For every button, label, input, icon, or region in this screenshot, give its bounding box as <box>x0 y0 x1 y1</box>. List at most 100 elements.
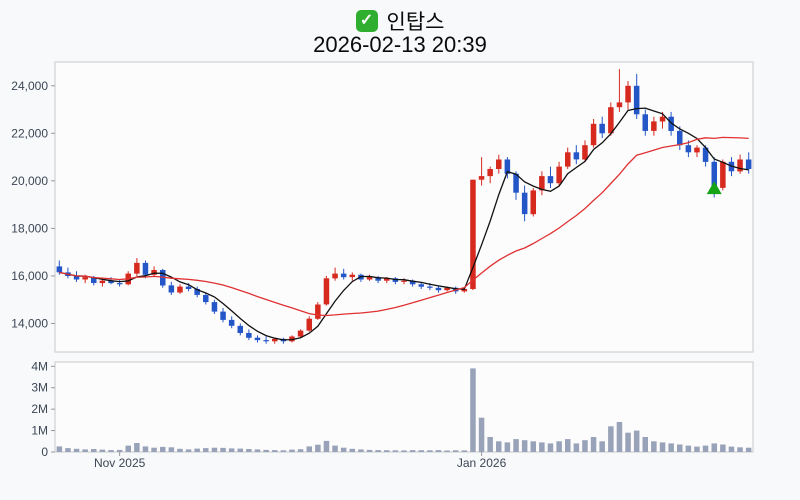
candle <box>565 147 571 169</box>
candle <box>496 154 502 174</box>
volume-bar <box>452 450 459 452</box>
candle <box>332 267 338 281</box>
volume-bar <box>590 437 597 452</box>
candle <box>590 119 597 148</box>
candle <box>668 111 674 136</box>
candle <box>306 316 313 332</box>
candle <box>720 159 726 191</box>
candle <box>177 284 183 294</box>
volume-bar <box>349 448 356 452</box>
candle <box>478 157 485 186</box>
volume-bar <box>272 450 278 452</box>
volume-bar <box>694 446 700 452</box>
volume-bar <box>203 448 209 452</box>
volume-bar <box>194 448 200 452</box>
candle <box>315 302 321 320</box>
volume-bar <box>504 442 511 452</box>
volume-bar <box>306 446 313 452</box>
volume-bar <box>401 450 407 452</box>
volume-bar <box>565 439 571 452</box>
volume-bar <box>651 441 657 452</box>
volume-bar <box>435 450 442 452</box>
volume-bar <box>237 448 244 452</box>
candle <box>56 260 63 275</box>
volume-bar <box>73 448 80 452</box>
candle <box>168 281 175 295</box>
volume-bar <box>625 432 631 452</box>
volume-bar <box>82 449 88 452</box>
volume-bar <box>728 446 735 452</box>
volume-bar <box>642 437 649 452</box>
volume-bar <box>297 449 304 452</box>
volume-bar <box>513 439 519 452</box>
volume-bar <box>427 450 433 452</box>
volume-bar <box>142 446 149 452</box>
volume-bar <box>228 448 235 452</box>
volume-bar <box>745 447 752 452</box>
candle <box>220 308 226 323</box>
candle <box>194 286 200 298</box>
candle <box>237 323 244 336</box>
candle <box>677 126 683 150</box>
volume-bar <box>685 445 692 452</box>
ma-long-line <box>59 136 749 317</box>
candle <box>323 275 330 306</box>
volume-bar <box>599 441 605 452</box>
volume-bar <box>289 449 295 452</box>
price-panel <box>54 61 754 353</box>
candle <box>116 279 123 287</box>
volume-bar <box>108 450 114 452</box>
candle <box>134 258 140 276</box>
axis-label: 14,000 <box>11 316 48 330</box>
volume-bar <box>668 443 674 452</box>
candle <box>340 268 347 280</box>
candle <box>694 145 700 158</box>
chart-datetime: 2026-02-13 20:39 <box>313 32 487 57</box>
volume-bar <box>409 450 416 452</box>
volume-bar <box>246 449 252 452</box>
candle <box>487 166 493 184</box>
volume-bar <box>702 445 709 452</box>
volume-bar <box>496 441 502 452</box>
chart-header: ✓ 인탑스 <box>0 6 800 36</box>
axis-label: 1M <box>31 424 48 438</box>
volume-bar <box>151 447 157 452</box>
buy-signal-marker-group <box>706 181 722 195</box>
candle <box>246 329 252 341</box>
candle <box>375 275 381 284</box>
candle <box>642 109 649 136</box>
volume-bar <box>125 445 132 452</box>
volume-bar <box>99 449 106 452</box>
candle <box>513 171 519 200</box>
volume-bar <box>582 440 588 452</box>
volume-bar <box>530 441 537 452</box>
volume-bar <box>720 444 726 452</box>
volume-bar <box>444 450 450 452</box>
stock-name: 인탑스 <box>386 11 445 34</box>
candle <box>418 281 425 289</box>
candle <box>211 299 218 314</box>
candle <box>616 69 623 112</box>
volume-bar <box>315 444 321 452</box>
candle <box>547 166 554 188</box>
candle <box>366 274 373 281</box>
candle <box>702 145 709 167</box>
candle <box>582 140 588 162</box>
axis-label: 16,000 <box>11 269 48 283</box>
candle <box>228 316 235 329</box>
volume-bar <box>65 448 71 452</box>
volume-bar <box>323 440 330 452</box>
candle <box>745 152 752 174</box>
candle <box>470 179 476 291</box>
axis-label: 2M <box>31 402 48 416</box>
volume-bars-group <box>56 368 752 452</box>
volume-bar <box>737 447 743 452</box>
volume-bar <box>659 442 666 452</box>
chart-panels <box>54 61 754 453</box>
volume-bar <box>160 446 166 452</box>
volume-bar <box>358 449 364 452</box>
candle <box>203 292 209 305</box>
candle <box>349 272 356 281</box>
volume-bar <box>573 443 580 452</box>
